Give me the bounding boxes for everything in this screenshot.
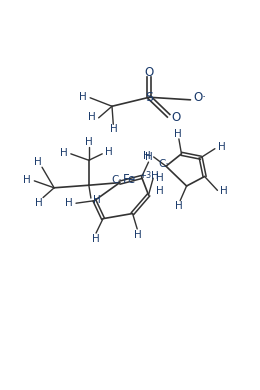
Text: H: H <box>143 151 151 161</box>
Text: Fe: Fe <box>124 172 136 186</box>
Text: H: H <box>23 176 30 185</box>
Text: H: H <box>60 148 68 158</box>
Text: O: O <box>171 111 180 124</box>
Text: H: H <box>93 195 101 205</box>
Text: H: H <box>34 156 42 167</box>
Text: H: H <box>86 137 93 147</box>
Text: S: S <box>145 91 153 104</box>
Text: H: H <box>110 124 118 135</box>
Text: H: H <box>156 173 164 183</box>
Text: C·: C· <box>159 159 169 168</box>
Text: +3: +3 <box>139 172 151 181</box>
Text: H: H <box>92 234 99 244</box>
Text: O·: O· <box>193 91 206 104</box>
Text: H: H <box>145 152 153 162</box>
Text: O: O <box>145 66 154 79</box>
Text: H: H <box>218 142 225 152</box>
Text: H: H <box>156 186 164 196</box>
Text: H: H <box>105 147 113 157</box>
Text: H: H <box>79 92 87 102</box>
Text: H: H <box>35 198 43 208</box>
Text: H: H <box>220 186 228 197</box>
Text: H: H <box>88 112 95 122</box>
Text: H: H <box>174 129 182 139</box>
Text: H: H <box>134 230 142 239</box>
Text: H: H <box>175 201 183 211</box>
Text: C·: C· <box>112 175 122 184</box>
Text: H: H <box>65 198 73 208</box>
Text: H: H <box>151 171 158 181</box>
